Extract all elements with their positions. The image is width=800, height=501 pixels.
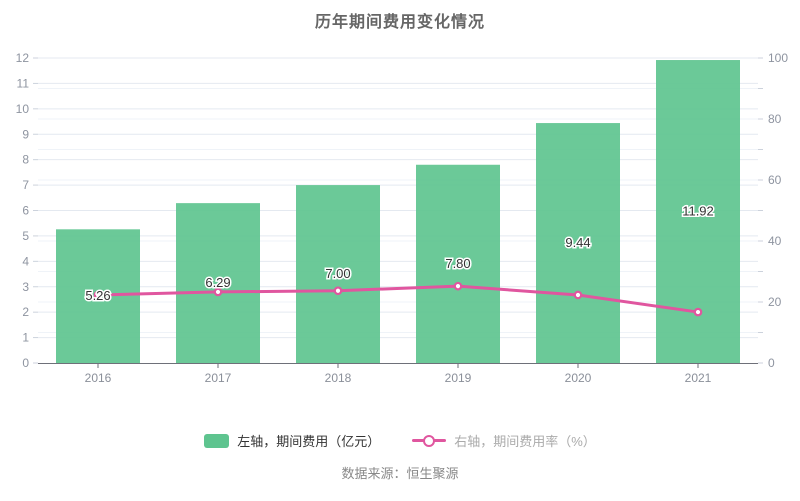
left-axis-label: 12 <box>16 51 30 65</box>
x-axis-label-2017: 2017 <box>205 371 232 385</box>
rate-line <box>97 284 699 314</box>
right-axis-label: 20 <box>768 295 782 309</box>
left-axis-label: 8 <box>22 153 29 167</box>
x-axis-label-2016: 2016 <box>85 371 112 385</box>
left-axis-label: 0 <box>22 356 29 370</box>
left-axis-label: 4 <box>22 254 29 268</box>
chart-legend: 左轴，期间费用（亿元） 右轴，期间费用率（%） <box>0 431 800 450</box>
bar-2018[interactable] <box>296 185 380 363</box>
left-axis-label: 1 <box>22 331 29 345</box>
legend-item-bar-series[interactable]: 左轴，期间费用（亿元） <box>204 431 380 450</box>
bar-2017[interactable] <box>176 203 260 363</box>
bar-series-swatch-icon <box>204 433 230 448</box>
rate-point-2019[interactable] <box>453 281 463 291</box>
bar-value-label: 7.00 <box>325 266 350 281</box>
chart-title: 历年期间费用变化情况 <box>314 14 485 31</box>
bar-value-label: 6.29 <box>205 275 230 290</box>
x-axis-label-2019: 2019 <box>445 371 472 385</box>
bar-value-label: 5.26 <box>85 288 110 303</box>
left-axis-label: 2 <box>22 305 29 319</box>
left-axis-label: 10 <box>16 102 30 116</box>
right-axis-label: 80 <box>768 112 782 126</box>
bar-2019[interactable] <box>416 164 500 363</box>
right-axis-label: 0 <box>768 356 775 370</box>
rate-point-2021[interactable] <box>693 307 703 317</box>
x-axis-label-2018: 2018 <box>325 371 352 385</box>
right-axis-label: 40 <box>768 234 782 248</box>
data-source-note: 数据来源：恒生聚源 <box>341 466 459 481</box>
right-axis-label: 60 <box>768 173 782 187</box>
chart-canvas[interactable]: 5.266.297.007.809.4411.92012345678910111… <box>0 0 800 420</box>
bar-value-label: 11.92 <box>682 204 714 219</box>
legend-label-line-series: 右轴，期间费用率（%） <box>454 434 596 449</box>
left-axis-label: 7 <box>22 178 29 192</box>
bar-value-label: 7.80 <box>445 256 470 271</box>
rate-point-2020[interactable] <box>573 290 583 300</box>
rate-point-2017[interactable] <box>213 287 223 297</box>
rate-point-2016[interactable] <box>93 290 103 300</box>
rate-point-2018[interactable] <box>333 286 343 296</box>
left-axis-label: 6 <box>22 204 29 218</box>
legend-item-line-series[interactable]: 右轴，期间费用率（%） <box>412 431 596 450</box>
bar-value-label: 9.44 <box>565 235 590 250</box>
bar-2020[interactable] <box>536 123 620 363</box>
right-axis-label: 100 <box>768 51 788 65</box>
line-series-marker-icon <box>412 434 447 448</box>
left-axis-label: 3 <box>22 280 29 294</box>
left-axis-label: 9 <box>22 127 29 141</box>
x-axis-label-2021: 2021 <box>685 371 712 385</box>
legend-label-bar-series: 左轴，期间费用（亿元） <box>237 434 381 449</box>
x-axis-label-2020: 2020 <box>565 371 592 385</box>
left-axis-label: 11 <box>17 76 30 90</box>
left-axis-label: 5 <box>22 229 29 243</box>
chart-plot-area[interactable]: 5.26 6.29 7.00 7.80 9.44 11.92 0 1 2 3 4 5 6 7 8 9 10 11 1… <box>0 0 800 420</box>
